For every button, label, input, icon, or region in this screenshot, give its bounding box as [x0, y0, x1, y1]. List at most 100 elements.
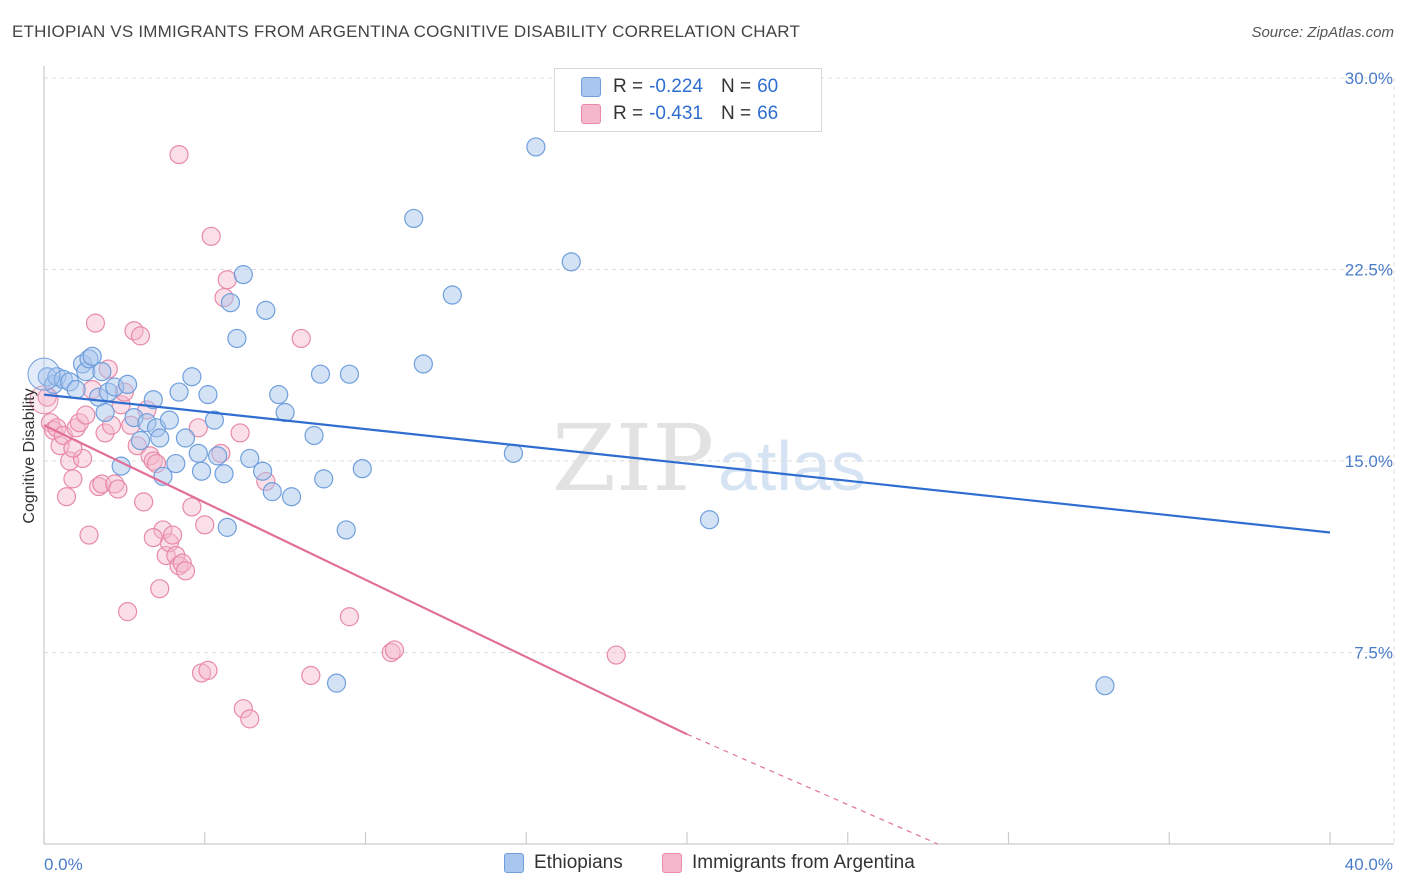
tick-labels: 7.5% 15.0% 22.5% 30.0% 0.0% 40.0%	[44, 69, 1393, 874]
y-tick-label: 7.5%	[1354, 644, 1393, 663]
ethiopian-point	[314, 469, 334, 489]
correlation-legend: R = -0.224 N = 60 R = -0.431 N = 66	[554, 68, 822, 132]
source-credit: Source: ZipAtlas.com	[1251, 24, 1394, 41]
ethiopian-point	[204, 410, 224, 430]
ethiopian-point	[233, 265, 253, 285]
ethiopian-point	[208, 446, 228, 466]
legend-r-value: -0.431	[649, 103, 703, 124]
argentina-point	[188, 418, 208, 438]
argentina-point	[381, 642, 401, 663]
ethiopian-point	[95, 402, 115, 423]
legend-swatch-ethiopians	[581, 77, 601, 97]
ethiopian-point	[253, 461, 273, 481]
ethiopian-point	[310, 364, 331, 384]
ethiopian-point	[130, 430, 151, 451]
y-axis-label: Cognitive Disability	[21, 388, 38, 523]
argentina-point	[56, 487, 77, 507]
argentina-point	[85, 313, 106, 333]
watermark: ZIP atlas	[552, 405, 866, 512]
argentina-point	[163, 525, 183, 545]
legend-swatch-argentina	[581, 104, 601, 124]
ethiopian-point	[191, 461, 212, 481]
ethiopian-point	[240, 448, 260, 469]
legend-n-value: 66	[757, 103, 779, 124]
argentina-point	[69, 413, 89, 433]
ethiopian-point	[182, 367, 202, 387]
y-tick-label: 22.5%	[1345, 261, 1393, 280]
ethiopian-point	[561, 252, 581, 272]
ethiopian-point	[82, 346, 102, 366]
ethiopian-point	[352, 459, 372, 479]
argentina-point	[108, 479, 128, 499]
argentina-point	[117, 602, 138, 622]
watermark-atlas: atlas	[718, 427, 866, 505]
legend-label-ethiopians: Ethiopians	[534, 852, 623, 873]
argentina-point	[66, 418, 86, 438]
argentina-point	[198, 660, 218, 680]
chart-title: ETHIOPIAN VS IMMIGRANTS FROM ARGENTINA C…	[12, 22, 801, 41]
trend-lines	[43, 393, 1331, 845]
ethiopian-point	[27, 357, 61, 391]
ethiopian-point	[699, 510, 720, 530]
legend-r-label: R =	[613, 103, 644, 124]
ethiopian-point	[188, 443, 208, 463]
argentina-point	[233, 699, 253, 719]
argentina-point	[384, 640, 405, 660]
argentina-point	[175, 561, 196, 581]
argentina-point	[150, 579, 170, 599]
argentina-point	[169, 145, 189, 165]
argentina-trend-extension	[686, 733, 939, 845]
ethiopian-point	[281, 487, 302, 507]
argentina-point	[169, 556, 189, 576]
argentina-point	[63, 469, 83, 489]
ethiopian-point	[166, 453, 186, 474]
ethiopian-point	[269, 385, 289, 405]
series-legend: Ethiopians Immigrants from Argentina	[0, 852, 1406, 876]
argentina-points	[29, 145, 626, 729]
x-tick-label: 40.0%	[1345, 855, 1393, 874]
ethiopian-points	[27, 137, 1115, 696]
argentina-point	[140, 446, 160, 466]
y-tick-label: 30.0%	[1345, 69, 1393, 88]
ethiopian-point	[304, 425, 324, 446]
ethiopian-point	[442, 285, 462, 305]
argentina-point	[201, 226, 221, 246]
ethiopian-point	[339, 364, 360, 384]
legend-row-ethiopians: R = -0.224 N = 60	[581, 75, 778, 99]
ethiopian-point	[214, 464, 234, 484]
ethiopian-point	[198, 385, 218, 405]
argentina-point	[124, 321, 144, 341]
argentina-point	[76, 405, 96, 425]
axes	[43, 66, 1394, 845]
argentina-point	[182, 497, 202, 517]
legend-n-value: 60	[757, 76, 779, 97]
legend-item-ethiopians[interactable]: Ethiopians	[504, 852, 623, 874]
ethiopian-point	[1095, 676, 1115, 696]
ethiopian-point	[92, 362, 112, 382]
ethiopian-point	[404, 208, 424, 229]
ethiopian-point	[256, 300, 276, 320]
argentina-point	[217, 270, 237, 290]
ethiopian-point	[143, 390, 163, 410]
argentina-point	[95, 423, 115, 443]
argentina-point	[339, 607, 360, 627]
ethiopian-point	[175, 428, 196, 448]
ethiopian-point	[503, 443, 523, 463]
x-tick-label: 0.0%	[44, 855, 83, 874]
ethiopian-point	[326, 673, 347, 693]
argentina-point	[72, 448, 93, 469]
argentina-point	[240, 709, 260, 729]
ethiopian-point	[220, 293, 241, 313]
legend-r-value: -0.224	[649, 76, 703, 97]
argentina-point	[195, 515, 215, 535]
ethiopian-point	[227, 328, 247, 349]
ethiopian-point	[169, 382, 189, 402]
ethiopian-point	[526, 137, 546, 157]
legend-item-argentina[interactable]: Immigrants from Argentina	[662, 852, 915, 874]
argentina-point	[230, 423, 250, 443]
argentina-point	[143, 451, 163, 471]
legend-swatch-ethiopians	[504, 853, 524, 873]
legend-r-label: R =	[613, 76, 644, 97]
ethiopian-point	[217, 517, 237, 537]
